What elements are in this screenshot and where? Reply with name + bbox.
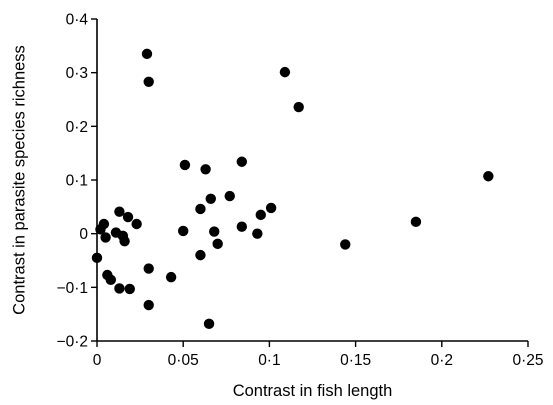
data-point [98, 218, 110, 230]
data-point [114, 206, 125, 217]
data-point [122, 211, 134, 223]
data-point [119, 235, 130, 247]
data-point [124, 283, 135, 295]
data-point [203, 318, 215, 330]
data-point [105, 274, 116, 286]
y-tick-label: 0·3 [66, 65, 88, 82]
data-point [236, 221, 248, 232]
x-tick-label: 0·05 [168, 352, 199, 369]
data-point [195, 203, 206, 215]
y-tick-label: 0·2 [66, 119, 88, 136]
data-point [265, 202, 277, 214]
y-tick-label: 0 [79, 226, 88, 243]
x-tick-label: 0·2 [431, 352, 453, 369]
data-point [100, 232, 111, 243]
data-point [252, 228, 263, 239]
data-point [143, 76, 154, 87]
data-point [205, 193, 216, 204]
data-point [143, 263, 154, 274]
y-ticks: −0·2 −0·1 0 0·1 0·2 0·3 0·4 [57, 12, 97, 351]
data-point [200, 164, 211, 175]
x-tick-label: 0 [93, 352, 102, 369]
data-point [209, 226, 220, 237]
data-point [195, 249, 206, 261]
x-ticks: 0 0·05 0·1 0·15 0·2 0·25 [93, 341, 544, 369]
y-tick-label: −0·1 [57, 280, 88, 297]
x-tick-label: 0·1 [258, 352, 280, 369]
x-tick-label: 0·25 [512, 352, 543, 369]
data-point [279, 66, 291, 78]
data-point [131, 218, 142, 230]
data-point [143, 299, 154, 311]
y-axis-title: Contrast in parasite species richness [10, 45, 28, 315]
data-points [91, 48, 494, 330]
x-axis-title: Contrast in fish length [233, 382, 393, 400]
data-point [141, 48, 153, 60]
data-point [114, 283, 125, 294]
data-point [91, 252, 103, 264]
y-tick-label: 0·4 [66, 12, 89, 29]
x-tick-label: 0·15 [340, 352, 371, 369]
data-point [255, 209, 266, 221]
y-tick-label: −0·2 [57, 334, 88, 351]
data-point [483, 171, 494, 182]
data-point [224, 190, 235, 202]
data-point [165, 271, 177, 283]
y-tick-label: 0·1 [66, 173, 88, 190]
data-point [293, 101, 304, 113]
axes [96, 19, 528, 342]
data-point [340, 239, 351, 250]
data-point [212, 238, 223, 250]
data-point [179, 159, 191, 171]
data-point [236, 156, 248, 167]
data-point [178, 225, 189, 237]
data-point [410, 216, 422, 228]
